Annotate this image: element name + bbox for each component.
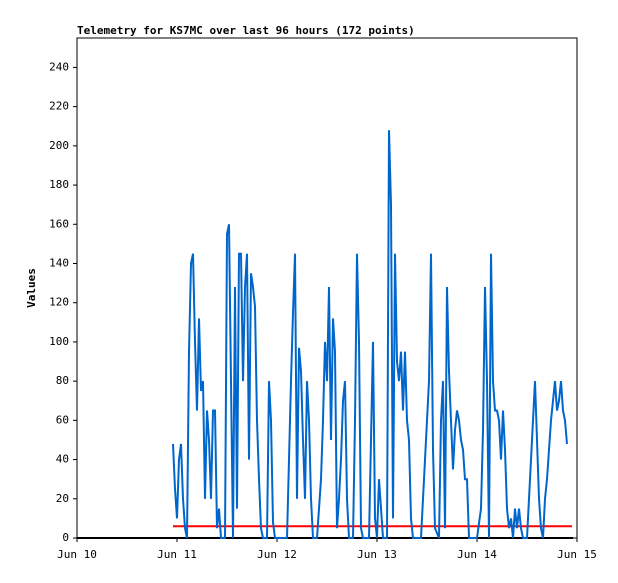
y-tick-label: 0: [62, 531, 69, 544]
x-tick-label: Jun 13: [357, 548, 397, 561]
plot-frame: [76, 37, 578, 539]
y-tick-label: 220: [49, 100, 69, 113]
y-tick-label: 20: [56, 492, 69, 505]
y-tick-label: 120: [49, 296, 69, 309]
series-line: [172, 130, 568, 539]
y-tick-label: 80: [56, 374, 69, 387]
x-tick-label: Jun 15: [557, 548, 597, 561]
x-tick-label: Jun 11: [157, 548, 197, 561]
x-tick-label: Jun 14: [457, 548, 497, 561]
y-tick-label: 180: [49, 178, 69, 191]
y-tick-label: 40: [56, 453, 69, 466]
y-tick-label: 60: [56, 413, 69, 426]
y-tick-label: 140: [49, 256, 69, 269]
y-axis-label: Values: [25, 268, 38, 308]
y-tick-label: 240: [49, 60, 69, 73]
x-tick-label: Jun 10: [57, 548, 97, 561]
y-tick-label: 100: [49, 335, 69, 348]
y-tick-label: 160: [49, 217, 69, 230]
x-tick-label: Jun 12: [257, 548, 297, 561]
y-tick-label: 200: [49, 139, 69, 152]
chart-title: Telemetry for KS7MC over last 96 hours (…: [77, 24, 415, 37]
